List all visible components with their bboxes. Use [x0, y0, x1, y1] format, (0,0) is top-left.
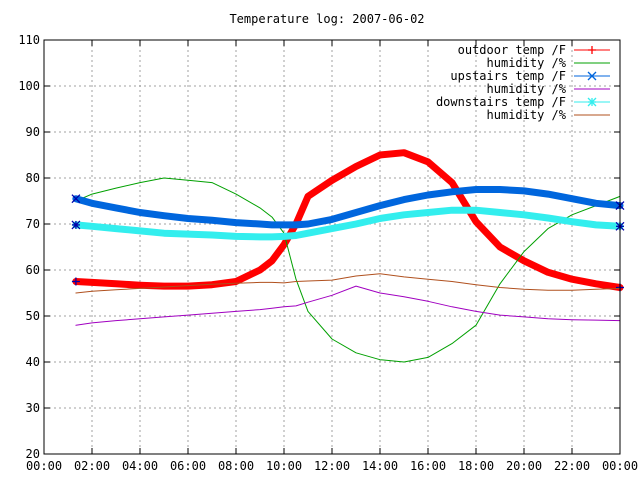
x-tick-label: 18:00 [458, 459, 494, 473]
legend-marker-stroke [587, 71, 597, 81]
x-tick-label: 08:00 [218, 459, 254, 473]
y-tick-label: 20 [26, 447, 40, 461]
series-point [71, 194, 81, 204]
x-tick-label: 10:00 [266, 459, 302, 473]
y-tick-label: 40 [26, 355, 40, 369]
x-tick-label: 04:00 [122, 459, 158, 473]
y-tick-label: 80 [26, 171, 40, 185]
grid [44, 40, 620, 454]
x-tick-label: 00:00 [26, 459, 62, 473]
series-line-0 [72, 149, 624, 291]
series-line-3 [75, 285, 621, 326]
series-group [71, 149, 625, 363]
legend-marker-stroke [587, 97, 597, 107]
legend-label: humidity /% [487, 82, 567, 96]
legend-label: outdoor temp /F [458, 43, 566, 57]
y-tick-label: 100 [18, 79, 40, 93]
series-point [71, 220, 81, 230]
legend-label: humidity /% [487, 56, 567, 70]
legend-label: humidity /% [487, 108, 567, 122]
series-point [71, 277, 80, 286]
legend-marker [588, 46, 596, 54]
y-axis: 20 30 40 50 60 70 80 90 100 110 [18, 33, 620, 461]
y-tick-label: 60 [26, 263, 40, 277]
y-tick-label: 30 [26, 401, 40, 415]
series-point-stroke [71, 194, 81, 204]
y-tick-label: 110 [18, 33, 40, 47]
x-tick-label: 22:00 [554, 459, 590, 473]
legend-label: downstairs temp /F [436, 95, 566, 109]
x-tick-label: 20:00 [506, 459, 542, 473]
y-tick-label: 90 [26, 125, 40, 139]
legend-marker [587, 97, 597, 107]
series-line-4 [72, 206, 624, 241]
chart-title: Temperature log: 2007-06-02 [229, 12, 424, 26]
legend-label: upstairs temp /F [450, 69, 566, 83]
series-line-5 [75, 273, 621, 294]
x-tick-label: 16:00 [410, 459, 446, 473]
x-tick-label: 12:00 [314, 459, 350, 473]
x-tick-label: 02:00 [74, 459, 110, 473]
series-point-stroke [71, 220, 81, 230]
x-tick-label: 06:00 [170, 459, 206, 473]
y-tick-label: 50 [26, 309, 40, 323]
series-line-1 [75, 177, 621, 363]
x-tick-label: 00:00 [602, 459, 638, 473]
legend-marker [587, 71, 597, 81]
series-line-2 [72, 186, 624, 229]
x-axis: 00:00 02:00 04:00 06:00 08:00 10:00 12:00 14:00… [26, 40, 638, 473]
plot-area [43, 39, 621, 455]
x-tick-label: 14:00 [362, 459, 398, 473]
y-tick-label: 70 [26, 217, 40, 231]
